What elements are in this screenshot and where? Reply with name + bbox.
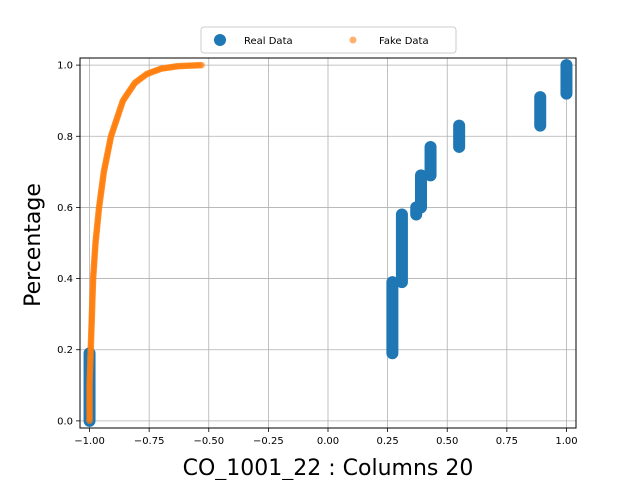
x-tick-label: −0.75	[134, 436, 165, 447]
legend-fake-marker	[349, 36, 357, 44]
x-tick-label: 1.00	[555, 436, 577, 447]
x-tick-label: 0.50	[436, 436, 458, 447]
x-tick-label: −0.50	[193, 436, 224, 447]
y-tick-label: 0.4	[57, 274, 73, 285]
legend: Real Data Fake Data	[200, 26, 457, 54]
x-tick-label: 0.00	[317, 436, 339, 447]
x-tick-label: −1.00	[74, 436, 105, 447]
axis-ticks: −1.00 −0.75 −0.50 −0.25 0.00 0.25 0.50 0.75 1.00…	[57, 61, 578, 447]
legend-fake-label: Fake Data	[379, 36, 429, 47]
grid-lines	[80, 58, 576, 428]
y-axis-title: Percentage	[21, 183, 46, 307]
x-axis-title: CO_1001_22 : Columns 20	[183, 456, 474, 480]
legend-box	[200, 26, 457, 54]
y-tick-label: 1.0	[57, 61, 73, 72]
legend-real-marker	[214, 34, 226, 46]
x-tick-label: −0.25	[253, 436, 284, 447]
x-tick-label: 0.75	[496, 436, 518, 447]
x-tick-label: 0.25	[376, 436, 398, 447]
y-tick-label: 0.2	[57, 345, 73, 356]
y-tick-label: 0.8	[57, 132, 73, 143]
y-tick-label: 0.6	[57, 203, 73, 214]
fake-data-series	[86, 61, 205, 425]
legend-real-label: Real Data	[244, 36, 293, 47]
real-data-series	[83, 59, 573, 427]
fake-data-point	[198, 61, 205, 69]
y-tick-label: 0.0	[57, 416, 73, 427]
